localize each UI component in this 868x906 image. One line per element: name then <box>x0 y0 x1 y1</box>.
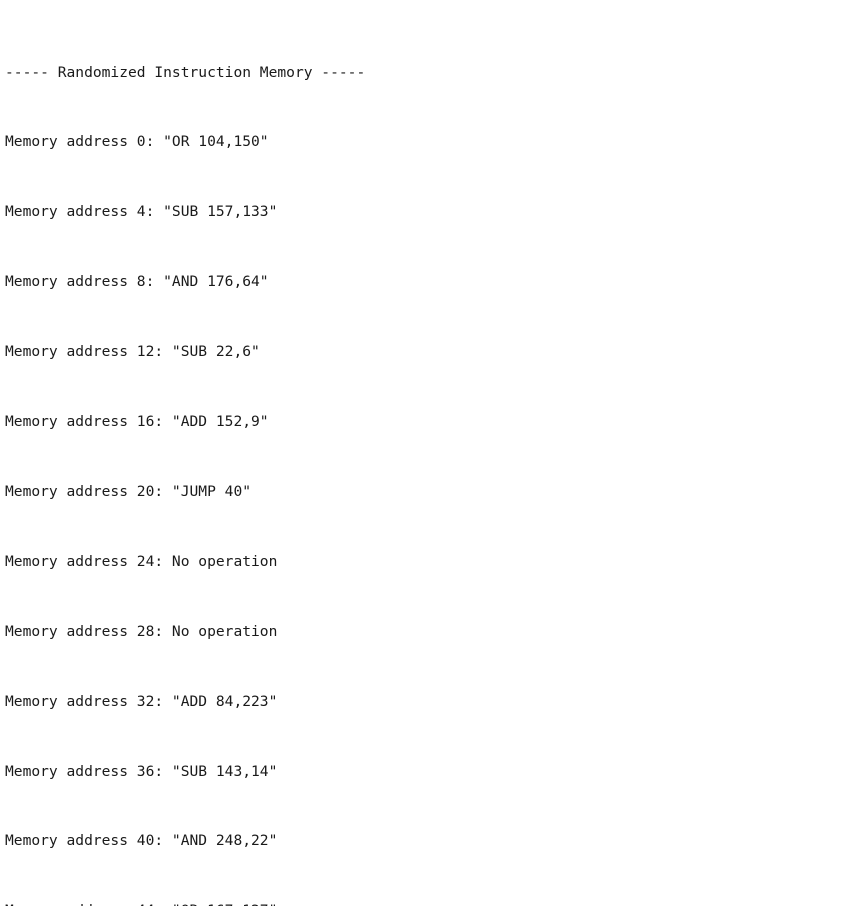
memory-line: Memory address 24: No operation <box>5 552 278 570</box>
memory-line: Memory address 36: "SUB 143,14" <box>5 762 278 780</box>
memory-header: ----- Randomized Instruction Memory ----… <box>5 63 366 81</box>
memory-line: Memory address 20: "JUMP 40" <box>5 482 252 500</box>
memory-line: Memory address 32: "ADD 84,223" <box>5 692 278 710</box>
memory-line: Memory address 16: "ADD 152,9" <box>5 413 269 431</box>
memory-line: Memory address 28: No operation <box>5 622 278 640</box>
memory-line: Memory address 12: "SUB 22,6" <box>5 343 260 361</box>
memory-line: Memory address 44: "OR 167,127" <box>5 899 365 906</box>
memory-line: Memory address 40: "AND 248,22" <box>5 832 278 850</box>
memory-line: Memory address 8: "AND 176,64" <box>5 273 269 291</box>
memory-line: Memory address 0: "OR 104,150" <box>5 133 269 151</box>
memory-line: Memory address 4: "SUB 157,133" <box>5 203 278 221</box>
console-output: ----- Randomized Instruction Memory ----… <box>5 14 365 906</box>
